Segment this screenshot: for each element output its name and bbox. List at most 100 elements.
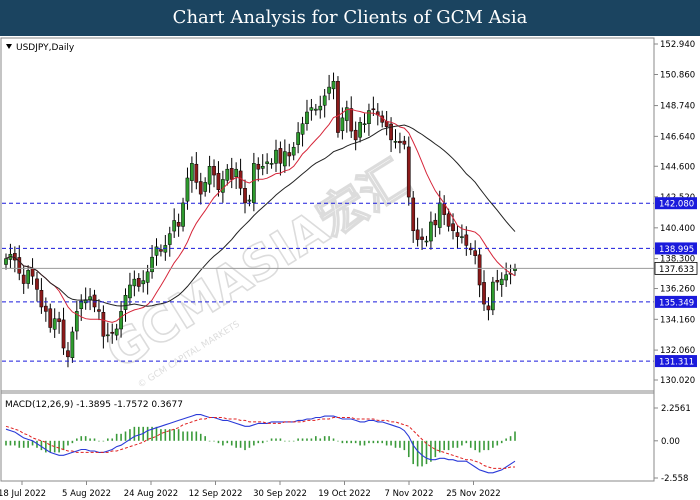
candle [398, 132, 402, 154]
candle [274, 139, 278, 172]
candle [367, 103, 371, 136]
macd-histogram-bar [222, 440, 224, 446]
price-tick-label: 134.160 [660, 315, 695, 325]
price-tick-label: 140.400 [660, 224, 695, 234]
chevron-down-icon[interactable] [6, 44, 12, 49]
candle [234, 162, 239, 189]
macd-histogram-bar [492, 440, 494, 448]
candle [212, 159, 216, 188]
level-badge [655, 242, 697, 255]
macd-histogram-bar [509, 436, 512, 441]
macd-histogram-bar [182, 431, 184, 441]
candle [353, 121, 358, 151]
candle [225, 164, 230, 186]
macd-histogram-bar [239, 440, 242, 448]
candle [97, 299, 101, 321]
price-tick-label: 136.260 [660, 285, 695, 295]
candle [70, 326, 75, 363]
macd-histogram-bar [160, 429, 162, 441]
macd-histogram-bar [496, 440, 499, 446]
candle [429, 211, 433, 250]
level-label: 135.349 [659, 298, 694, 308]
date-tick-label: 19 Oct 2022 [318, 489, 371, 499]
candle [322, 89, 327, 118]
macd-histogram-bar [173, 429, 175, 441]
moving-averages [5, 108, 516, 323]
macd-histogram-bar [275, 438, 277, 441]
macd-name: MACD(12,26,9) [5, 400, 73, 410]
macd-histogram-bar [279, 438, 282, 441]
candle [287, 143, 292, 167]
level-badge [655, 295, 697, 308]
candle [331, 72, 336, 100]
candle [252, 152, 256, 212]
macd-histogram-bar [261, 440, 264, 444]
macd-histogram-bar [62, 440, 65, 451]
macd-histogram-bar [514, 431, 516, 441]
macd-histogram-bar [191, 431, 193, 441]
macd-histogram-bar [115, 433, 118, 441]
candle [61, 307, 66, 355]
macd-legend: MACD(12,26,9) -1.3895 -1.7572 0.3677 [5, 400, 183, 410]
macd-histogram-bar [434, 440, 437, 458]
macd-histogram-bar [425, 440, 428, 465]
candle [358, 117, 362, 143]
candle [207, 155, 212, 193]
price-tick-label: 150.860 [660, 70, 695, 80]
macd-histogram-bar [217, 440, 220, 444]
macd-histogram-bar [381, 440, 384, 444]
candle [190, 156, 194, 193]
candle [327, 74, 331, 101]
candle [477, 247, 482, 298]
macd-histogram-bar [84, 436, 87, 441]
candle [393, 129, 398, 149]
ma-slow-line [5, 124, 516, 307]
candle [145, 264, 150, 295]
price-tick-label: 146.640 [660, 132, 695, 142]
macd-histogram-bar [146, 426, 149, 441]
macd-histogram-bar [354, 440, 357, 444]
candle [35, 271, 39, 302]
price-tick-label: 148.740 [660, 102, 695, 112]
candle [455, 225, 460, 249]
date-axis: 18 Jul 2022 5 Aug 2022 24 Aug 2022 12 Sep 2… [0, 481, 501, 499]
candle [468, 242, 473, 255]
candle [243, 179, 247, 214]
macd-histogram-bar [456, 440, 459, 448]
chart: 152.940150.860148.740146.640144.600142.5… [0, 36, 700, 500]
candle [305, 99, 309, 131]
signal-line [5, 417, 515, 469]
candle [159, 244, 163, 257]
candle [411, 191, 416, 243]
macd-histogram-bar [155, 426, 158, 441]
macd-histogram-bar [151, 426, 153, 441]
level-badge [655, 355, 697, 368]
date-tick-label: 12 Sep 2022 [189, 489, 243, 499]
level-label: 131.311 [659, 358, 694, 368]
macd-histogram-bar [399, 440, 401, 448]
candle [318, 95, 323, 119]
macd-panel: 2.2561 0.00 -2.558 [5, 404, 691, 484]
macd-histogram-bar [478, 440, 481, 453]
macd-tick-label: 2.2561 [661, 404, 691, 414]
macd-histogram-bar [164, 429, 167, 441]
macd-histogram-bar [416, 440, 419, 467]
macd-histogram-bar [76, 438, 78, 441]
candle [473, 240, 478, 265]
candle [389, 117, 393, 153]
candle [278, 141, 283, 176]
macd-histogram-bar [18, 440, 21, 448]
macd-histogram-bar [186, 431, 189, 441]
candle [296, 122, 300, 154]
macd-histogram-bar [452, 440, 454, 448]
candle [282, 139, 287, 173]
macd-histogram-bar [469, 440, 472, 448]
macd-histogram-bar [421, 440, 423, 467]
candle [460, 224, 464, 244]
macd-histogram-bar [27, 440, 29, 448]
macd-histogram-bar [390, 440, 392, 446]
macd-histogram-bar [244, 440, 246, 451]
macd-histogram-bar [403, 440, 406, 451]
level-badge [655, 197, 697, 210]
macd-histogram-bar [407, 440, 410, 458]
